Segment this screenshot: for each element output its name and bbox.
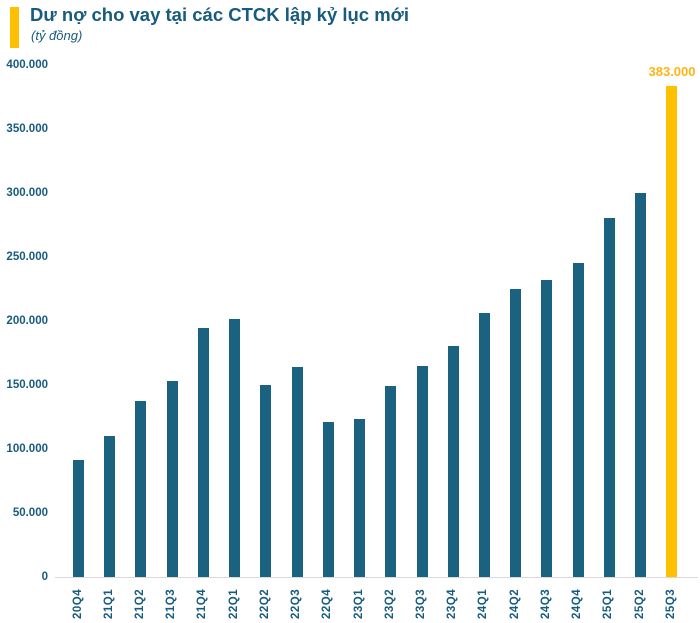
x-axis-label-21Q2: 21Q2 [133,588,146,619]
bar-25Q3 [666,86,678,577]
y-axis-tick: 150.000 [6,378,48,391]
record-value-label: 383.000 [648,64,696,79]
bar-20Q4 [73,460,84,577]
bar-24Q2 [510,288,522,577]
bar-23Q2 [385,386,397,577]
y-axis-tick: 100.000 [6,442,48,455]
x-axis-label-25Q1: 25Q1 [602,588,615,619]
title-accent-bar [10,7,19,48]
x-axis-label-23Q2: 23Q2 [383,588,396,619]
y-axis-tick: 350.000 [6,122,48,135]
y-axis-tick: 250.000 [6,250,48,263]
bar-23Q1 [354,419,366,577]
x-axis-label-22Q3: 22Q3 [290,588,303,619]
x-axis-label-24Q3: 24Q3 [539,588,552,619]
x-axis-label-20Q4: 20Q4 [71,588,84,619]
x-axis-label-24Q1: 24Q1 [477,588,490,619]
bar-21Q3 [166,380,178,577]
chart-subtitle: (tỷ đồng) [31,28,83,43]
x-axis-label-23Q4: 23Q4 [446,588,459,619]
x-axis-label-24Q4: 24Q4 [571,588,584,619]
x-axis-label-21Q3: 21Q3 [165,588,178,619]
x-axis-label-22Q1: 22Q1 [227,588,240,619]
x-axis-label-21Q1: 21Q1 [102,588,115,619]
y-axis-tick: 0 [41,571,48,583]
x-axis-label-22Q4: 22Q4 [321,588,334,619]
bar-24Q4 [572,263,584,577]
bar-21Q2 [135,401,147,577]
x-axis-label-23Q1: 23Q1 [352,588,365,619]
bar-21Q4 [197,328,209,577]
bar-25Q1 [603,218,615,577]
x-axis-baseline [55,577,698,578]
bar-21Q1 [104,436,116,577]
chart-title: Dư nợ cho vay tại các CTCK lập kỷ lục mớ… [30,4,409,25]
y-axis-tick: 200.000 [6,314,48,327]
bar-24Q1 [478,313,490,577]
y-axis-tick: 300.000 [6,186,48,199]
y-axis-tick: 400.000 [6,58,48,71]
bar-22Q3 [291,366,303,577]
bar-24Q3 [541,279,553,577]
bar-22Q2 [260,384,272,577]
bar-25Q2 [635,192,647,577]
bar-23Q4 [447,346,459,577]
bar-23Q3 [416,365,428,577]
bar-22Q1 [229,319,241,577]
y-axis-tick: 50.000 [12,506,48,519]
x-axis-label-24Q2: 24Q2 [508,588,521,619]
bar-22Q4 [322,421,334,577]
x-axis-label-21Q4: 21Q4 [196,588,209,619]
x-axis-label-25Q3: 25Q3 [664,588,677,619]
x-axis-label-23Q3: 23Q3 [415,588,428,619]
x-axis-label-22Q2: 22Q2 [258,588,271,619]
x-axis-label-25Q2: 25Q2 [633,588,646,619]
